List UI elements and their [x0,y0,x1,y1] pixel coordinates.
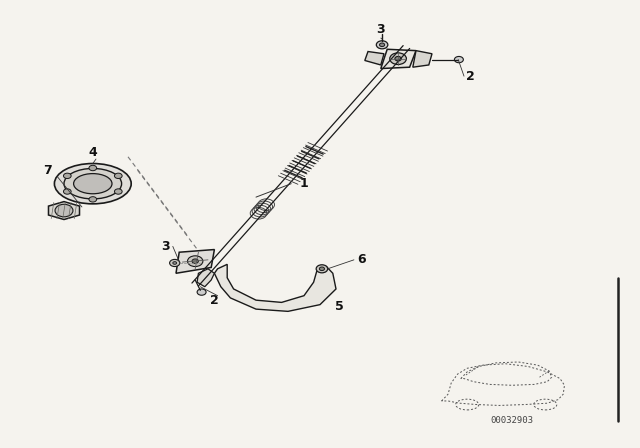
Circle shape [376,41,388,49]
Ellipse shape [54,164,131,204]
Circle shape [63,189,71,194]
Circle shape [454,56,463,63]
Text: 1: 1 [300,177,308,190]
Circle shape [316,265,328,273]
Polygon shape [381,49,416,69]
Circle shape [170,259,180,267]
Circle shape [192,259,198,263]
Circle shape [390,53,406,65]
Ellipse shape [74,174,112,194]
Text: 2: 2 [466,69,475,83]
Circle shape [63,173,71,179]
Text: 7: 7 [44,164,52,177]
Text: 5: 5 [335,300,344,314]
Circle shape [55,204,73,217]
Polygon shape [176,250,214,273]
Polygon shape [365,52,384,65]
Circle shape [188,256,203,267]
Circle shape [115,173,122,179]
Circle shape [89,197,97,202]
Circle shape [395,56,401,61]
Text: 00032903: 00032903 [490,416,534,425]
Text: 6: 6 [357,253,366,267]
Polygon shape [49,202,79,220]
Circle shape [319,267,324,271]
Polygon shape [214,264,336,311]
Circle shape [115,189,122,194]
Polygon shape [197,269,214,287]
Text: 2: 2 [210,293,219,307]
Circle shape [173,262,177,264]
Polygon shape [413,51,432,67]
Circle shape [89,165,97,171]
Circle shape [380,43,385,47]
Ellipse shape [64,168,122,199]
Text: 3: 3 [376,22,385,36]
Text: 3: 3 [161,240,170,253]
Text: 4: 4 [88,146,97,159]
Circle shape [197,289,206,295]
